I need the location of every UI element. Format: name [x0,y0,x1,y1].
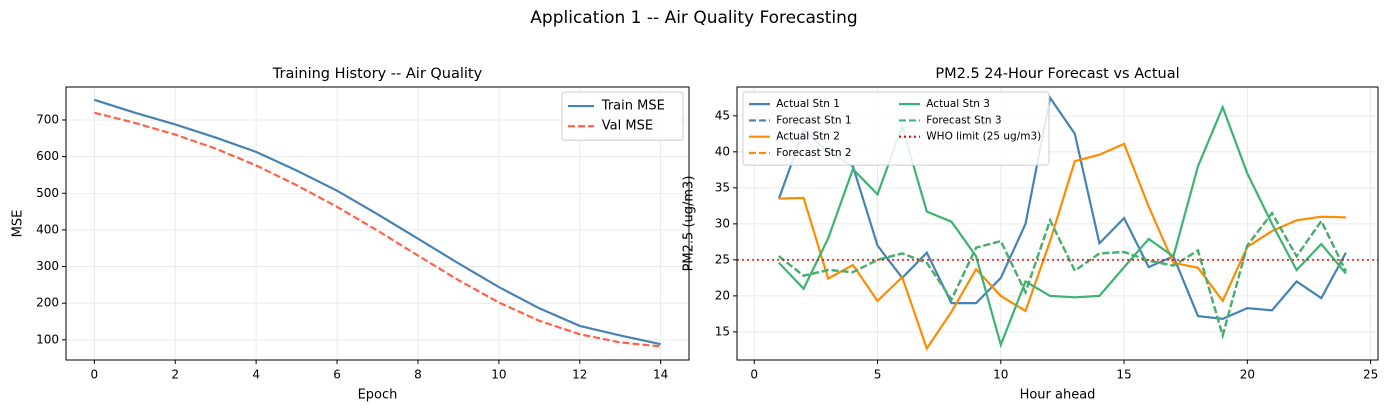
x-tick-label: 12 [572,368,587,382]
legend-label: Actual Stn 1 [776,98,840,110]
x-tick-label: 4 [252,368,260,382]
chart-title: PM2.5 24-Hour Forecast vs Actual [935,66,1179,82]
axes-frame [65,86,690,361]
x-tick-label: 0 [90,368,98,382]
x-tick-label: 0 [750,368,758,382]
y-axis-label: MSE [11,210,26,238]
x-tick-label: 10 [491,368,506,382]
x-tick-label: 5 [874,368,882,382]
y-tick-label: 35 [715,180,730,194]
legend-label: WHO limit (25 ug/m3) [926,131,1041,143]
x-tick-label: 6 [333,368,341,382]
y-tick-label: 20 [715,288,730,302]
legend-label: Actual Stn 2 [776,131,840,143]
series-line [778,211,1347,340]
legend-label: Train MSE [601,99,665,114]
y-axis-label: PM2.5 (ug/m3) [682,176,697,272]
legend-label: Forecast Stn 1 [776,114,851,126]
y-tick-label: 700 [36,112,59,126]
y-tick-label: 40 [715,144,730,158]
y-tick-label: 15 [715,324,730,338]
x-tick-label: 20 [1240,368,1255,382]
legend-box [742,91,1050,166]
x-tick-label: 25 [1363,368,1378,382]
legend-label: Actual Stn 3 [926,98,990,110]
series-line [778,211,1347,340]
legend-label: Forecast Stn 2 [776,147,851,159]
x-tick-label: 14 [653,368,668,382]
legend: Train MSE Val MSE [561,91,684,141]
y-tick-label: 500 [36,186,59,200]
legend-label: Val MSE [602,119,653,134]
y-tick-label: 200 [36,296,59,310]
y-tick-label: 45 [715,108,730,122]
x-axis-label: Epoch [358,388,398,403]
y-tick-label: 300 [36,259,59,273]
y-tick-label: 100 [36,332,59,346]
chart-title: Training History -- Air Quality [272,66,483,82]
series-line [777,95,1347,321]
y-tick-label: 400 [36,222,59,236]
series-line [94,111,661,348]
y-tick-label: 30 [715,216,730,230]
y-tick-label: 25 [715,252,730,266]
x-tick-label: 2 [171,368,179,382]
legend-box [561,91,684,141]
series-line [93,98,661,346]
x-tick-label: 8 [414,368,422,382]
figure-title: Application 1 -- Air Quality Forecasting [530,8,857,28]
series-line [778,211,1347,340]
legend-label: Forecast Stn 3 [926,114,1001,126]
series-line [778,104,1347,349]
axes-frame [736,86,1379,361]
legend: Actual Stn 1 Forecast Stn 1 Actual Stn 2 Fo… [742,91,1050,166]
y-tick-label: 600 [36,149,59,163]
x-tick-label: 15 [1116,368,1131,382]
x-tick-label: 10 [993,368,1008,382]
x-axis-label: Hour ahead [1020,388,1096,403]
series-line [778,142,1346,351]
